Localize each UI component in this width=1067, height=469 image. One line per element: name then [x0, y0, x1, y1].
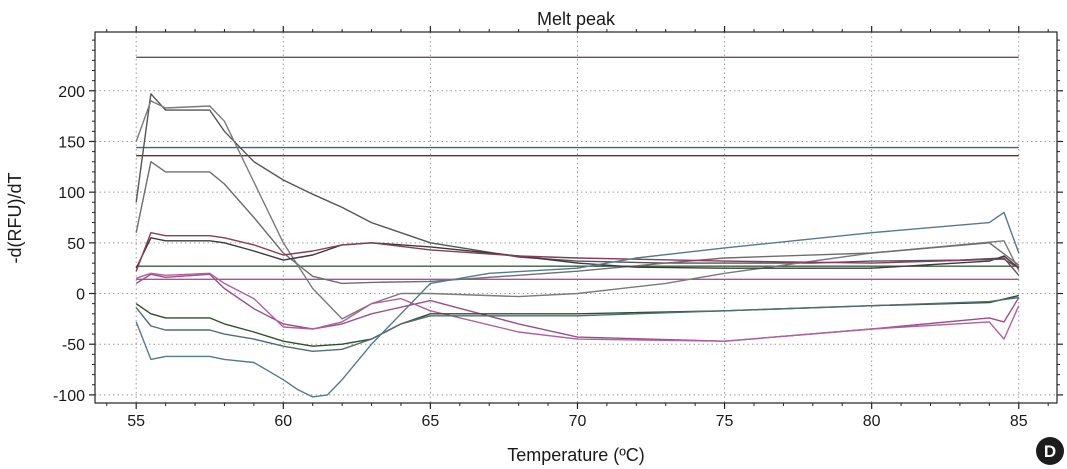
plot-frame — [94, 31, 1058, 404]
y-tick-label: 50 — [67, 236, 85, 253]
series-line — [135, 160, 1020, 285]
series-line — [135, 211, 1020, 398]
series-line — [135, 296, 1019, 352]
grid — [95, 32, 1057, 403]
series-line — [135, 100, 1020, 320]
x-axis-label: Temperature (ºC) — [507, 445, 645, 465]
panel-badge: D — [1036, 437, 1064, 465]
series-lines — [135, 56, 1020, 398]
y-axis-label: -d(RFU)/dT — [5, 173, 25, 264]
tick-labels: 55 60 65 70 75 80 85 -100 -50 0 50 100 150 200 — [53, 84, 1028, 430]
x-tick-label: 70 — [569, 413, 587, 430]
y-tick-label: 200 — [58, 84, 85, 101]
chart-title: Melt peak — [537, 9, 616, 29]
x-tick-label: 80 — [863, 413, 881, 430]
x-tick-label: 60 — [274, 413, 292, 430]
panel-badge-circle — [1036, 437, 1064, 465]
y-tick-label: 100 — [58, 185, 85, 202]
x-tick-label: 85 — [1010, 413, 1028, 430]
series-line — [135, 272, 1020, 342]
y-tick-label: 150 — [58, 134, 85, 151]
series-line — [135, 231, 1020, 272]
x-tick-label: 65 — [421, 413, 439, 430]
ticks — [89, 26, 1063, 409]
y-tick-label: -100 — [53, 388, 85, 405]
x-tick-label: 75 — [716, 413, 734, 430]
series-line — [135, 93, 1020, 276]
panel-label: D — [1044, 442, 1056, 461]
y-tick-label: 0 — [76, 287, 85, 304]
x-tick-label: 55 — [127, 413, 145, 430]
y-tick-label: -50 — [62, 337, 85, 354]
